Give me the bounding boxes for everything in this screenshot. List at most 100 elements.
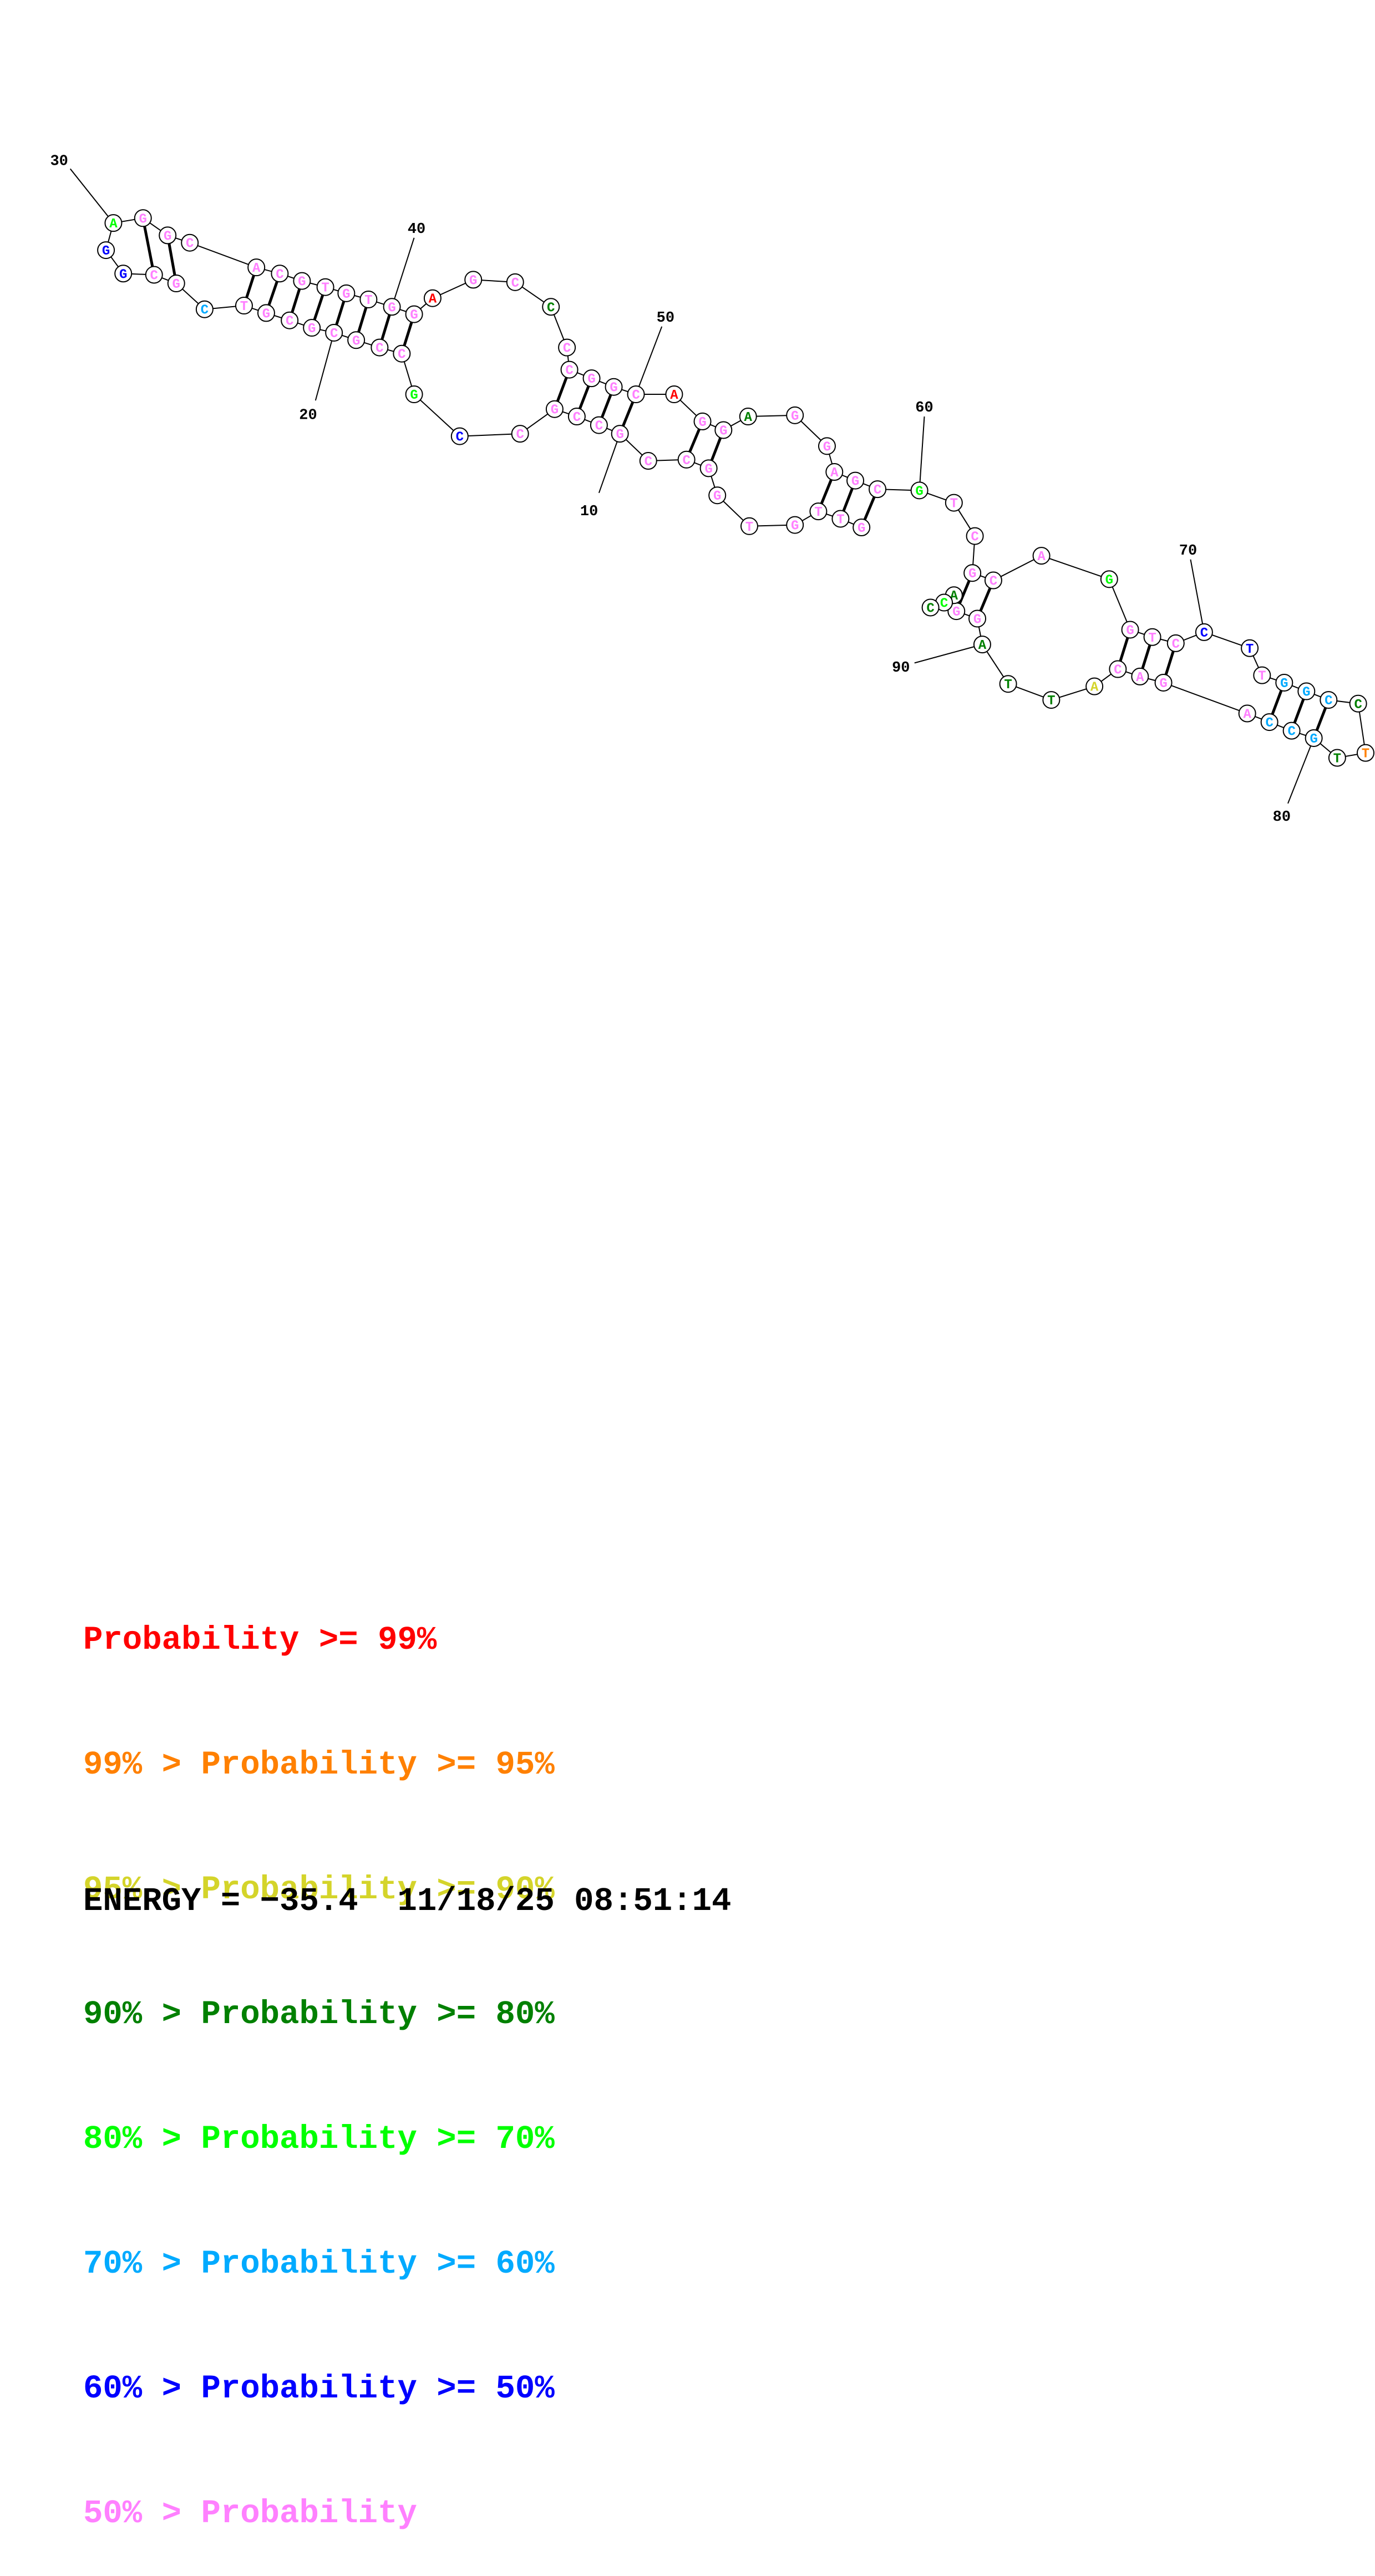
legend-label: Probability >= 70% bbox=[201, 2121, 555, 2158]
nucleotide-letter: G bbox=[352, 334, 360, 349]
nucleotide-node: T bbox=[1241, 639, 1259, 657]
nucleotide-node: T bbox=[1328, 749, 1346, 767]
index-label: 70 bbox=[1179, 543, 1197, 560]
nucleotide-circle bbox=[159, 226, 177, 245]
legend-row-60: 70% > Probability >= 60% bbox=[83, 2243, 555, 2285]
nucleotide-circle bbox=[511, 425, 529, 443]
nucleotide-letter: C bbox=[1265, 716, 1273, 731]
legend-prefix: 90% > bbox=[83, 1996, 201, 2033]
legend-label: Probability bbox=[201, 2495, 417, 2532]
nucleotide-node: C bbox=[145, 266, 163, 284]
nucleotide-circle bbox=[677, 450, 696, 469]
nucleotide-circle bbox=[114, 265, 133, 283]
nucleotide-circle bbox=[1154, 673, 1173, 692]
nucleotide-letter: A bbox=[1136, 670, 1144, 685]
nucleotide-letter: C bbox=[990, 575, 997, 590]
nucleotide-circle bbox=[558, 338, 576, 357]
nucleotide-node: A bbox=[973, 636, 991, 654]
nucleotide-letter: C bbox=[940, 597, 948, 612]
index-label: 30 bbox=[50, 154, 68, 170]
nucleotide-node: G bbox=[910, 481, 928, 500]
nucleotide-node: G bbox=[1275, 673, 1293, 692]
index-tick bbox=[635, 326, 663, 395]
nucleotide-node: G bbox=[347, 331, 366, 349]
nucleotide-letter: T bbox=[1148, 631, 1156, 646]
nucleotide-node: A bbox=[247, 258, 266, 277]
nucleotide-node: G bbox=[257, 304, 275, 322]
nucleotide-letter: C bbox=[1354, 698, 1362, 713]
nucleotide-node: G bbox=[97, 241, 115, 260]
nucleotide-node: G bbox=[1121, 621, 1139, 639]
nucleotide-letter: G bbox=[1105, 573, 1113, 588]
legend-label: Probability >= 95% bbox=[201, 1746, 555, 1784]
legend-row-80: 90% > Probability >= 80% bbox=[83, 1994, 555, 2035]
nucleotide-node: C bbox=[542, 298, 560, 316]
backbone-line bbox=[1041, 555, 1110, 580]
nucleotide-circle bbox=[973, 636, 991, 654]
nucleotide-letter: A bbox=[109, 217, 118, 232]
nucleotide-letter: C bbox=[286, 314, 293, 329]
nucleotide-circle bbox=[825, 463, 844, 481]
nucleotide-node: C bbox=[181, 233, 199, 252]
nucleotide-node: G bbox=[337, 284, 356, 302]
nucleotide-circle bbox=[1238, 704, 1256, 723]
nucleotide-circle bbox=[1109, 660, 1127, 678]
nucleotide-circle bbox=[945, 494, 963, 512]
nucleotide-circle bbox=[809, 502, 828, 521]
nucleotide-node: G bbox=[114, 265, 133, 283]
nucleotide-node: C bbox=[677, 450, 696, 469]
nucleotide-circle bbox=[1305, 729, 1323, 747]
nucleotide-circle bbox=[786, 406, 804, 424]
nucleotide-letter: G bbox=[968, 567, 976, 582]
nucleotide-circle bbox=[347, 331, 366, 349]
nucleotide-node: C bbox=[281, 311, 299, 329]
legend-prefix: 60% > bbox=[83, 2370, 201, 2407]
nucleotide-circle bbox=[921, 598, 940, 617]
nucleotide-letter: G bbox=[1126, 623, 1134, 638]
nucleotide-letter: T bbox=[1246, 642, 1254, 657]
nucleotide-letter: T bbox=[1004, 678, 1012, 693]
legend-row-99: Probability >= 99% bbox=[83, 1619, 555, 1661]
nucleotide-circle bbox=[999, 675, 1017, 693]
nucleotide-letter: G bbox=[410, 308, 418, 323]
nucleotide-circle bbox=[627, 385, 645, 404]
nucleotide-node: T bbox=[359, 290, 378, 308]
nucleotide-node: G bbox=[714, 421, 733, 439]
nucleotide-node: G bbox=[545, 400, 564, 418]
index-label: 10 bbox=[580, 504, 598, 520]
nucleotide-node: C bbox=[1282, 722, 1301, 740]
nucleotide-letter: G bbox=[1159, 677, 1167, 692]
index-label: 20 bbox=[299, 407, 317, 424]
nucleotide-letter: C bbox=[682, 454, 690, 469]
nucleotide-letter: C bbox=[874, 483, 881, 498]
nucleotide-circle bbox=[1143, 628, 1161, 646]
nucleotide-letter: G bbox=[823, 440, 831, 455]
nucleotide-node: G bbox=[786, 516, 804, 534]
nucleotide-letter: G bbox=[587, 372, 595, 387]
nucleotide-node: T bbox=[809, 502, 828, 521]
nucleotide-letter: C bbox=[186, 237, 194, 252]
nucleotide-letter: G bbox=[1280, 677, 1288, 692]
nucleotide-node: C bbox=[1166, 634, 1185, 652]
nucleotide-circle bbox=[1032, 547, 1051, 565]
nucleotide-letter: C bbox=[276, 267, 283, 282]
nucleotide-circle bbox=[1275, 673, 1293, 692]
nucleotide-circle bbox=[1297, 682, 1316, 700]
nucleotide-node: T bbox=[1253, 666, 1271, 684]
nucleotide-circle bbox=[639, 452, 657, 470]
nucleotide-circle bbox=[582, 369, 601, 388]
nucleotide-node: T bbox=[999, 675, 1017, 693]
nucleotide-node: G bbox=[134, 209, 152, 227]
probability-legend: Probability >= 99% 99% > Probability >= … bbox=[83, 1536, 555, 2576]
nucleotide-node: G bbox=[605, 378, 623, 396]
index-label: 90 bbox=[892, 660, 910, 677]
nucleotide-circle bbox=[303, 319, 321, 337]
nucleotide-letter: G bbox=[704, 462, 712, 477]
nucleotide-node: G bbox=[818, 437, 836, 455]
legend-row-50: 60% > Probability >= 50% bbox=[83, 2368, 555, 2410]
nucleotide-node: G bbox=[611, 425, 629, 443]
legend-label: Probability >= 80% bbox=[201, 1996, 555, 2033]
nucleotide-node: C bbox=[1349, 694, 1367, 713]
legend-prefix: 50% > bbox=[83, 2495, 201, 2532]
nucleotide-node: C bbox=[627, 385, 645, 404]
